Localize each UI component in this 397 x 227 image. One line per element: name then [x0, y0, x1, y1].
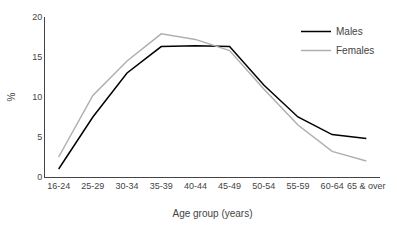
svg-text:5: 5 — [37, 132, 42, 142]
svg-text:Males: Males — [336, 26, 363, 37]
svg-text:%: % — [6, 92, 17, 101]
svg-text:16-24: 16-24 — [47, 181, 70, 191]
svg-text:Females: Females — [336, 45, 374, 56]
svg-text:Age group (years): Age group (years) — [172, 208, 252, 219]
svg-text:20: 20 — [32, 12, 42, 22]
svg-text:0: 0 — [37, 172, 42, 182]
svg-text:40-44: 40-44 — [184, 181, 207, 191]
svg-text:45-49: 45-49 — [218, 181, 241, 191]
svg-text:55-59: 55-59 — [286, 181, 309, 191]
svg-text:30-34: 30-34 — [116, 181, 139, 191]
svg-text:15: 15 — [32, 52, 42, 62]
svg-text:35-39: 35-39 — [150, 181, 173, 191]
svg-text:25-29: 25-29 — [81, 181, 104, 191]
svg-text:65 & over: 65 & over — [347, 181, 386, 191]
svg-text:60-64: 60-64 — [321, 181, 344, 191]
svg-text:10: 10 — [32, 92, 42, 102]
svg-text:50-54: 50-54 — [252, 181, 275, 191]
